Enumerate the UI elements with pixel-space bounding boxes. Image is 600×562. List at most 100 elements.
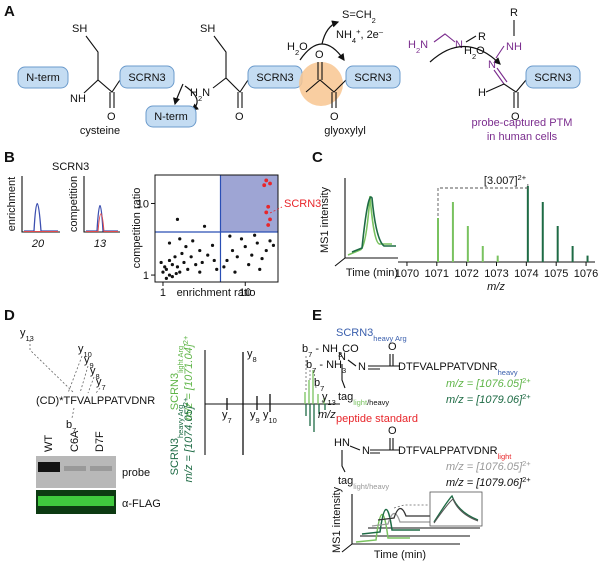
point: [174, 271, 178, 276]
peptide: (CD)*TFVALPPATVDNR: [36, 395, 155, 407]
n-term: N-term: [26, 72, 60, 84]
point: [266, 223, 271, 227]
series-label: m/z = [1071.04]2+: [181, 335, 196, 420]
text-part: 3: [338, 350, 342, 359]
text-part: 7: [320, 384, 324, 393]
text-part: 2+: [518, 173, 527, 182]
peaks: [304, 370, 325, 404]
text-part: SCRN3: [336, 327, 373, 339]
text-part: light: [498, 452, 513, 461]
text-part: O: [299, 41, 308, 53]
text-part: 7: [308, 350, 312, 359]
point: [178, 237, 182, 241]
trace: [433, 498, 479, 524]
arrow: [172, 83, 184, 106]
point: [200, 260, 204, 265]
n-term-box: [145, 105, 197, 128]
axis-label: Time (min): [346, 267, 398, 279]
n-term: N-term: [154, 111, 188, 123]
axis-label: enrichment ratio: [177, 287, 256, 299]
text-part: [3.007]: [484, 175, 518, 187]
atom: SH: [200, 23, 215, 35]
lane-label: C6A: [69, 430, 81, 452]
text-part: 3: [342, 366, 346, 375]
peptide: DTFVALPPATVDNRheavy: [398, 361, 518, 377]
point: [163, 265, 167, 269]
band: [38, 496, 114, 506]
text-part: m/z = [1076.05]: [446, 378, 523, 390]
text-part: heavy Arg: [373, 334, 406, 343]
text-part: 2+: [181, 397, 190, 406]
text-part: y: [20, 327, 26, 339]
probe: N: [455, 39, 463, 51]
tag: taglight/heavy: [338, 475, 389, 491]
atom: O: [511, 111, 520, 123]
point: [210, 243, 215, 247]
text-part: y: [247, 348, 253, 360]
trace: [351, 196, 396, 253]
ion-label: y10: [78, 343, 92, 359]
band: [64, 466, 86, 471]
text-part: SCRN3: [169, 373, 181, 410]
text-part: 7: [312, 366, 316, 375]
text-part: H: [190, 87, 198, 99]
text-part: y: [96, 376, 102, 388]
bonds: [83, 35, 121, 108]
mz-label: m/z = [1076.05]2+: [446, 459, 531, 474]
panel-label: E: [312, 307, 322, 324]
zoom-line: [393, 504, 428, 509]
peak-label: y13: [322, 391, 336, 407]
label-lines: [305, 356, 325, 403]
ion-label: y9: [84, 354, 94, 370]
trace: [361, 508, 420, 535]
atom: R: [510, 7, 518, 19]
point: [253, 233, 257, 237]
point: [225, 258, 229, 263]
band: [90, 466, 112, 471]
peaks: [305, 404, 326, 432]
y-tick-label: 1: [143, 270, 149, 282]
atom: N: [338, 351, 346, 363]
text-part: light/heavy: [353, 482, 389, 491]
point: [189, 255, 193, 259]
point: [250, 253, 254, 257]
row-label: probe: [122, 467, 150, 479]
hit-label: SCRN3: [284, 198, 321, 210]
point: [182, 260, 186, 265]
axes: [334, 178, 398, 267]
annotation: [3.007]2+: [484, 173, 527, 188]
bonds: [485, 79, 527, 108]
text-part: DTFVALPPATVDNR: [398, 445, 498, 457]
ion-label: y8: [90, 365, 100, 381]
point: [258, 267, 262, 271]
atom: SH: [72, 23, 87, 35]
series-label: SCRN3light Arg: [169, 346, 185, 410]
point: [167, 241, 172, 245]
x-tick-label: 10: [239, 287, 251, 299]
axis-label: Time (min): [374, 549, 426, 561]
atom: HN: [334, 437, 350, 449]
point: [161, 270, 165, 274]
text-part: H: [408, 39, 416, 51]
point: [167, 273, 172, 277]
value-label: 20: [31, 238, 45, 250]
protein-box: [525, 65, 581, 89]
bonds: [433, 33, 456, 43]
point: [268, 239, 272, 243]
peak-label: y7: [222, 409, 232, 425]
peak-label: y9: [250, 409, 260, 425]
text-part: heavy Arg: [176, 405, 185, 438]
x-tick-label: 1070: [395, 268, 419, 280]
point: [198, 248, 202, 253]
text-part: b: [314, 377, 320, 389]
probe: R: [478, 31, 486, 43]
mass-spectrum: 1070 1071 1072 1073 1074 1075 1076: [395, 184, 598, 280]
atom: O: [235, 111, 244, 123]
text-part: b: [302, 343, 308, 355]
bonds: [341, 438, 400, 473]
arrow: [429, 45, 501, 65]
scatter-plot: 1 10 1 10: [137, 174, 279, 299]
text-part: 13: [26, 334, 34, 343]
point: [184, 244, 188, 249]
mz-label: m/z = [1076.05]2+: [446, 376, 531, 391]
